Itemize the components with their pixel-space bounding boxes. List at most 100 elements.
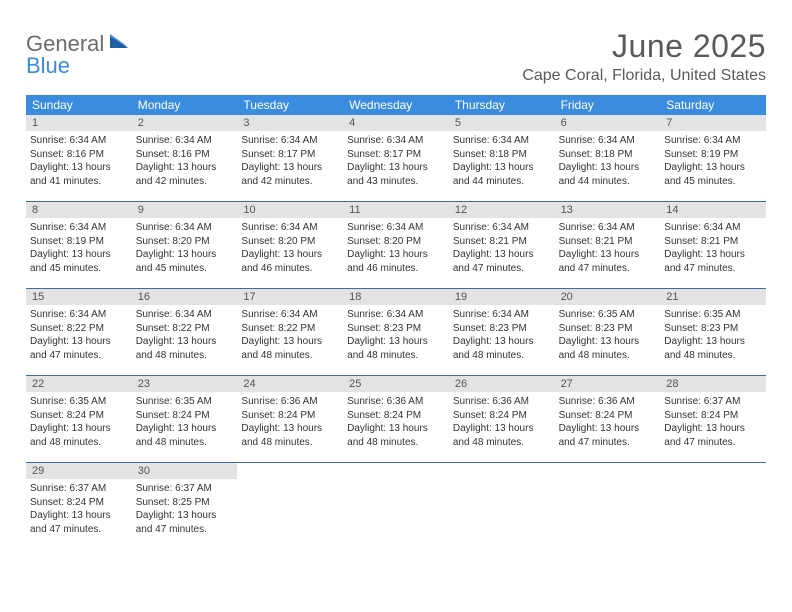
sunset-line: Sunset: 8:21 PM (453, 235, 551, 249)
day-cell: 26Sunrise: 6:36 AMSunset: 8:24 PMDayligh… (449, 376, 555, 462)
day-cell: 8Sunrise: 6:34 AMSunset: 8:19 PMDaylight… (26, 202, 132, 288)
week-row: 1Sunrise: 6:34 AMSunset: 8:16 PMDaylight… (26, 115, 766, 202)
daylight-line: Daylight: 13 hours and 46 minutes. (347, 248, 445, 275)
sunset-line: Sunset: 8:22 PM (241, 322, 339, 336)
sunset-line: Sunset: 8:20 PM (241, 235, 339, 249)
sunset-line: Sunset: 8:24 PM (559, 409, 657, 423)
day-number: 24 (237, 376, 343, 392)
day-number: 13 (555, 202, 661, 218)
sunset-line: Sunset: 8:20 PM (136, 235, 234, 249)
daylight-line: Daylight: 13 hours and 48 minutes. (347, 335, 445, 362)
sunset-line: Sunset: 8:17 PM (347, 148, 445, 162)
day-cell: 20Sunrise: 6:35 AMSunset: 8:23 PMDayligh… (555, 289, 661, 375)
day-cell: 17Sunrise: 6:34 AMSunset: 8:22 PMDayligh… (237, 289, 343, 375)
sunset-line: Sunset: 8:23 PM (664, 322, 762, 336)
sunrise-line: Sunrise: 6:34 AM (347, 221, 445, 235)
sunset-line: Sunset: 8:17 PM (241, 148, 339, 162)
daylight-line: Daylight: 13 hours and 48 minutes. (30, 422, 128, 449)
daylight-line: Daylight: 13 hours and 42 minutes. (136, 161, 234, 188)
day-number: 30 (132, 463, 238, 479)
day-cell (660, 463, 766, 549)
day-cell: 16Sunrise: 6:34 AMSunset: 8:22 PMDayligh… (132, 289, 238, 375)
sunset-line: Sunset: 8:16 PM (30, 148, 128, 162)
day-number: 11 (343, 202, 449, 218)
logo-word-blue: Blue (26, 56, 132, 77)
day-number: 17 (237, 289, 343, 305)
sunrise-line: Sunrise: 6:36 AM (241, 395, 339, 409)
sunset-line: Sunset: 8:24 PM (30, 496, 128, 510)
day-number: 16 (132, 289, 238, 305)
calendar-body: 1Sunrise: 6:34 AMSunset: 8:16 PMDaylight… (26, 115, 766, 549)
day-number: 20 (555, 289, 661, 305)
day-cell: 18Sunrise: 6:34 AMSunset: 8:23 PMDayligh… (343, 289, 449, 375)
daylight-line: Daylight: 13 hours and 47 minutes. (559, 422, 657, 449)
daylight-line: Daylight: 13 hours and 47 minutes. (453, 248, 551, 275)
sunrise-line: Sunrise: 6:35 AM (136, 395, 234, 409)
day-number: 19 (449, 289, 555, 305)
dow-header: Sunday (26, 95, 132, 115)
daylight-line: Daylight: 13 hours and 48 minutes. (136, 422, 234, 449)
day-cell: 13Sunrise: 6:34 AMSunset: 8:21 PMDayligh… (555, 202, 661, 288)
dow-header-row: SundayMondayTuesdayWednesdayThursdayFrid… (26, 95, 766, 115)
sunrise-line: Sunrise: 6:34 AM (347, 134, 445, 148)
sunrise-line: Sunrise: 6:34 AM (664, 134, 762, 148)
sunset-line: Sunset: 8:24 PM (664, 409, 762, 423)
sunrise-line: Sunrise: 6:34 AM (241, 308, 339, 322)
day-cell: 1Sunrise: 6:34 AMSunset: 8:16 PMDaylight… (26, 115, 132, 201)
day-cell: 11Sunrise: 6:34 AMSunset: 8:20 PMDayligh… (343, 202, 449, 288)
day-cell: 22Sunrise: 6:35 AMSunset: 8:24 PMDayligh… (26, 376, 132, 462)
sunrise-line: Sunrise: 6:34 AM (30, 308, 128, 322)
day-number: 5 (449, 115, 555, 131)
day-cell (237, 463, 343, 549)
day-number: 9 (132, 202, 238, 218)
sunset-line: Sunset: 8:19 PM (30, 235, 128, 249)
day-cell: 9Sunrise: 6:34 AMSunset: 8:20 PMDaylight… (132, 202, 238, 288)
daylight-line: Daylight: 13 hours and 46 minutes. (241, 248, 339, 275)
day-number: 10 (237, 202, 343, 218)
sunset-line: Sunset: 8:24 PM (30, 409, 128, 423)
sunrise-line: Sunrise: 6:34 AM (453, 134, 551, 148)
day-number: 26 (449, 376, 555, 392)
sunrise-line: Sunrise: 6:36 AM (347, 395, 445, 409)
daylight-line: Daylight: 13 hours and 47 minutes. (559, 248, 657, 275)
sunrise-line: Sunrise: 6:35 AM (559, 308, 657, 322)
daylight-line: Daylight: 13 hours and 45 minutes. (136, 248, 234, 275)
sunset-line: Sunset: 8:16 PM (136, 148, 234, 162)
daylight-line: Daylight: 13 hours and 48 minutes. (664, 335, 762, 362)
day-cell: 19Sunrise: 6:34 AMSunset: 8:23 PMDayligh… (449, 289, 555, 375)
sunrise-line: Sunrise: 6:34 AM (136, 134, 234, 148)
daylight-line: Daylight: 13 hours and 44 minutes. (559, 161, 657, 188)
daylight-line: Daylight: 13 hours and 48 minutes. (453, 335, 551, 362)
location: Cape Coral, Florida, United States (522, 67, 766, 85)
day-number: 23 (132, 376, 238, 392)
sunrise-line: Sunrise: 6:37 AM (136, 482, 234, 496)
title-block: June 2025 Cape Coral, Florida, United St… (522, 28, 766, 85)
daylight-line: Daylight: 13 hours and 48 minutes. (347, 422, 445, 449)
day-cell: 14Sunrise: 6:34 AMSunset: 8:21 PMDayligh… (660, 202, 766, 288)
day-cell: 30Sunrise: 6:37 AMSunset: 8:25 PMDayligh… (132, 463, 238, 549)
daylight-line: Daylight: 13 hours and 48 minutes. (453, 422, 551, 449)
sunrise-line: Sunrise: 6:34 AM (241, 221, 339, 235)
sunrise-line: Sunrise: 6:34 AM (559, 221, 657, 235)
day-number: 15 (26, 289, 132, 305)
sunset-line: Sunset: 8:24 PM (136, 409, 234, 423)
week-row: 29Sunrise: 6:37 AMSunset: 8:24 PMDayligh… (26, 463, 766, 549)
day-number: 14 (660, 202, 766, 218)
sunset-line: Sunset: 8:22 PM (30, 322, 128, 336)
daylight-line: Daylight: 13 hours and 47 minutes. (30, 335, 128, 362)
week-row: 8Sunrise: 6:34 AMSunset: 8:19 PMDaylight… (26, 202, 766, 289)
calendar: SundayMondayTuesdayWednesdayThursdayFrid… (26, 95, 766, 549)
sunrise-line: Sunrise: 6:34 AM (453, 221, 551, 235)
day-number: 18 (343, 289, 449, 305)
day-cell: 23 Sunrise: 6:35 AMSunset: 8:24 PMDayligh… (132, 376, 238, 462)
daylight-line: Daylight: 13 hours and 43 minutes. (347, 161, 445, 188)
day-cell: 29Sunrise: 6:37 AMSunset: 8:24 PMDayligh… (26, 463, 132, 549)
daylight-line: Daylight: 13 hours and 42 minutes. (241, 161, 339, 188)
day-cell: 4Sunrise: 6:34 AMSunset: 8:17 PMDaylight… (343, 115, 449, 201)
day-number: 29 (26, 463, 132, 479)
day-cell: 24Sunrise: 6:36 AMSunset: 8:24 PMDayligh… (237, 376, 343, 462)
sunrise-line: Sunrise: 6:34 AM (347, 308, 445, 322)
day-number: 25 (343, 376, 449, 392)
daylight-line: Daylight: 13 hours and 45 minutes. (664, 161, 762, 188)
daylight-line: Daylight: 13 hours and 48 minutes. (241, 422, 339, 449)
